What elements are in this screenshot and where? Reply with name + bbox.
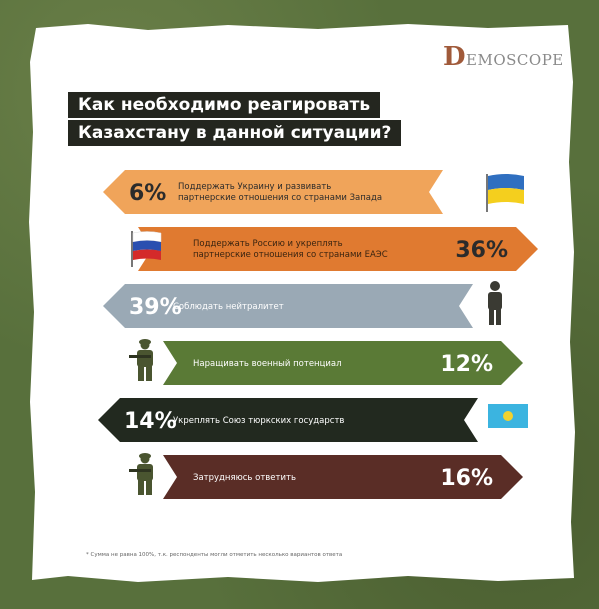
bar-shape	[98, 398, 478, 442]
logo-text: EMOSCOPE	[466, 51, 564, 69]
category-label: Наращивать военный потенциал	[193, 359, 342, 369]
category-label: Укреплять Союз тюркских государств	[173, 416, 344, 426]
logo-letter: D	[443, 42, 467, 72]
bar-row: Наращивать военный потенциал 12%	[129, 339, 523, 385]
value-label: 36%	[455, 238, 508, 263]
title-line-1: Как необходимо реагировать	[68, 92, 381, 118]
russia-flag-icon	[131, 231, 162, 267]
bar-shape	[103, 170, 443, 214]
value-label: 14%	[124, 409, 177, 434]
kazakhstan-flag-icon	[488, 404, 528, 428]
value-label: 39%	[129, 295, 182, 320]
soldier-icon	[129, 453, 153, 495]
person-icon	[488, 281, 502, 325]
category-label: Соблюдать нейтралитет	[173, 302, 284, 312]
bar-chart: Поддержать Украину и развивать партнерски…	[98, 170, 538, 499]
page-title: Как необходимо реагировать Казахстану в …	[68, 92, 402, 148]
bar-row: Затрудняюсь ответить 16%	[129, 453, 523, 499]
category-label: Затрудняюсь ответить	[193, 473, 296, 483]
value-label: 16%	[440, 466, 493, 491]
title-line-2: Казахстану в данной ситуации?	[68, 120, 402, 146]
bar-shape	[163, 341, 523, 385]
bar-shape	[103, 284, 473, 328]
demoscope-logo: DEMOSCOPE	[443, 42, 564, 72]
footnote: * Сумма не равна 100%, т.к. респонденты …	[86, 552, 343, 558]
value-label: 12%	[440, 352, 493, 377]
infographic-card: DEMOSCOPE Как необходимо реагировать Каз…	[28, 22, 576, 584]
soldier-icon	[129, 339, 153, 381]
category-label: Поддержать Россию и укреплять партнерские…	[193, 239, 388, 260]
bar-row: Поддержать Украину и развивать партнерски…	[103, 170, 524, 214]
category-label: Поддержать Украину и развивать партнерски…	[178, 182, 382, 203]
bar-shape	[163, 455, 523, 499]
ukraine-flag-icon	[486, 174, 524, 212]
value-label: 6%	[129, 181, 166, 206]
bar-shape	[138, 227, 538, 271]
bar-row: Поддержать Россию и укреплять партнерские…	[131, 227, 538, 271]
